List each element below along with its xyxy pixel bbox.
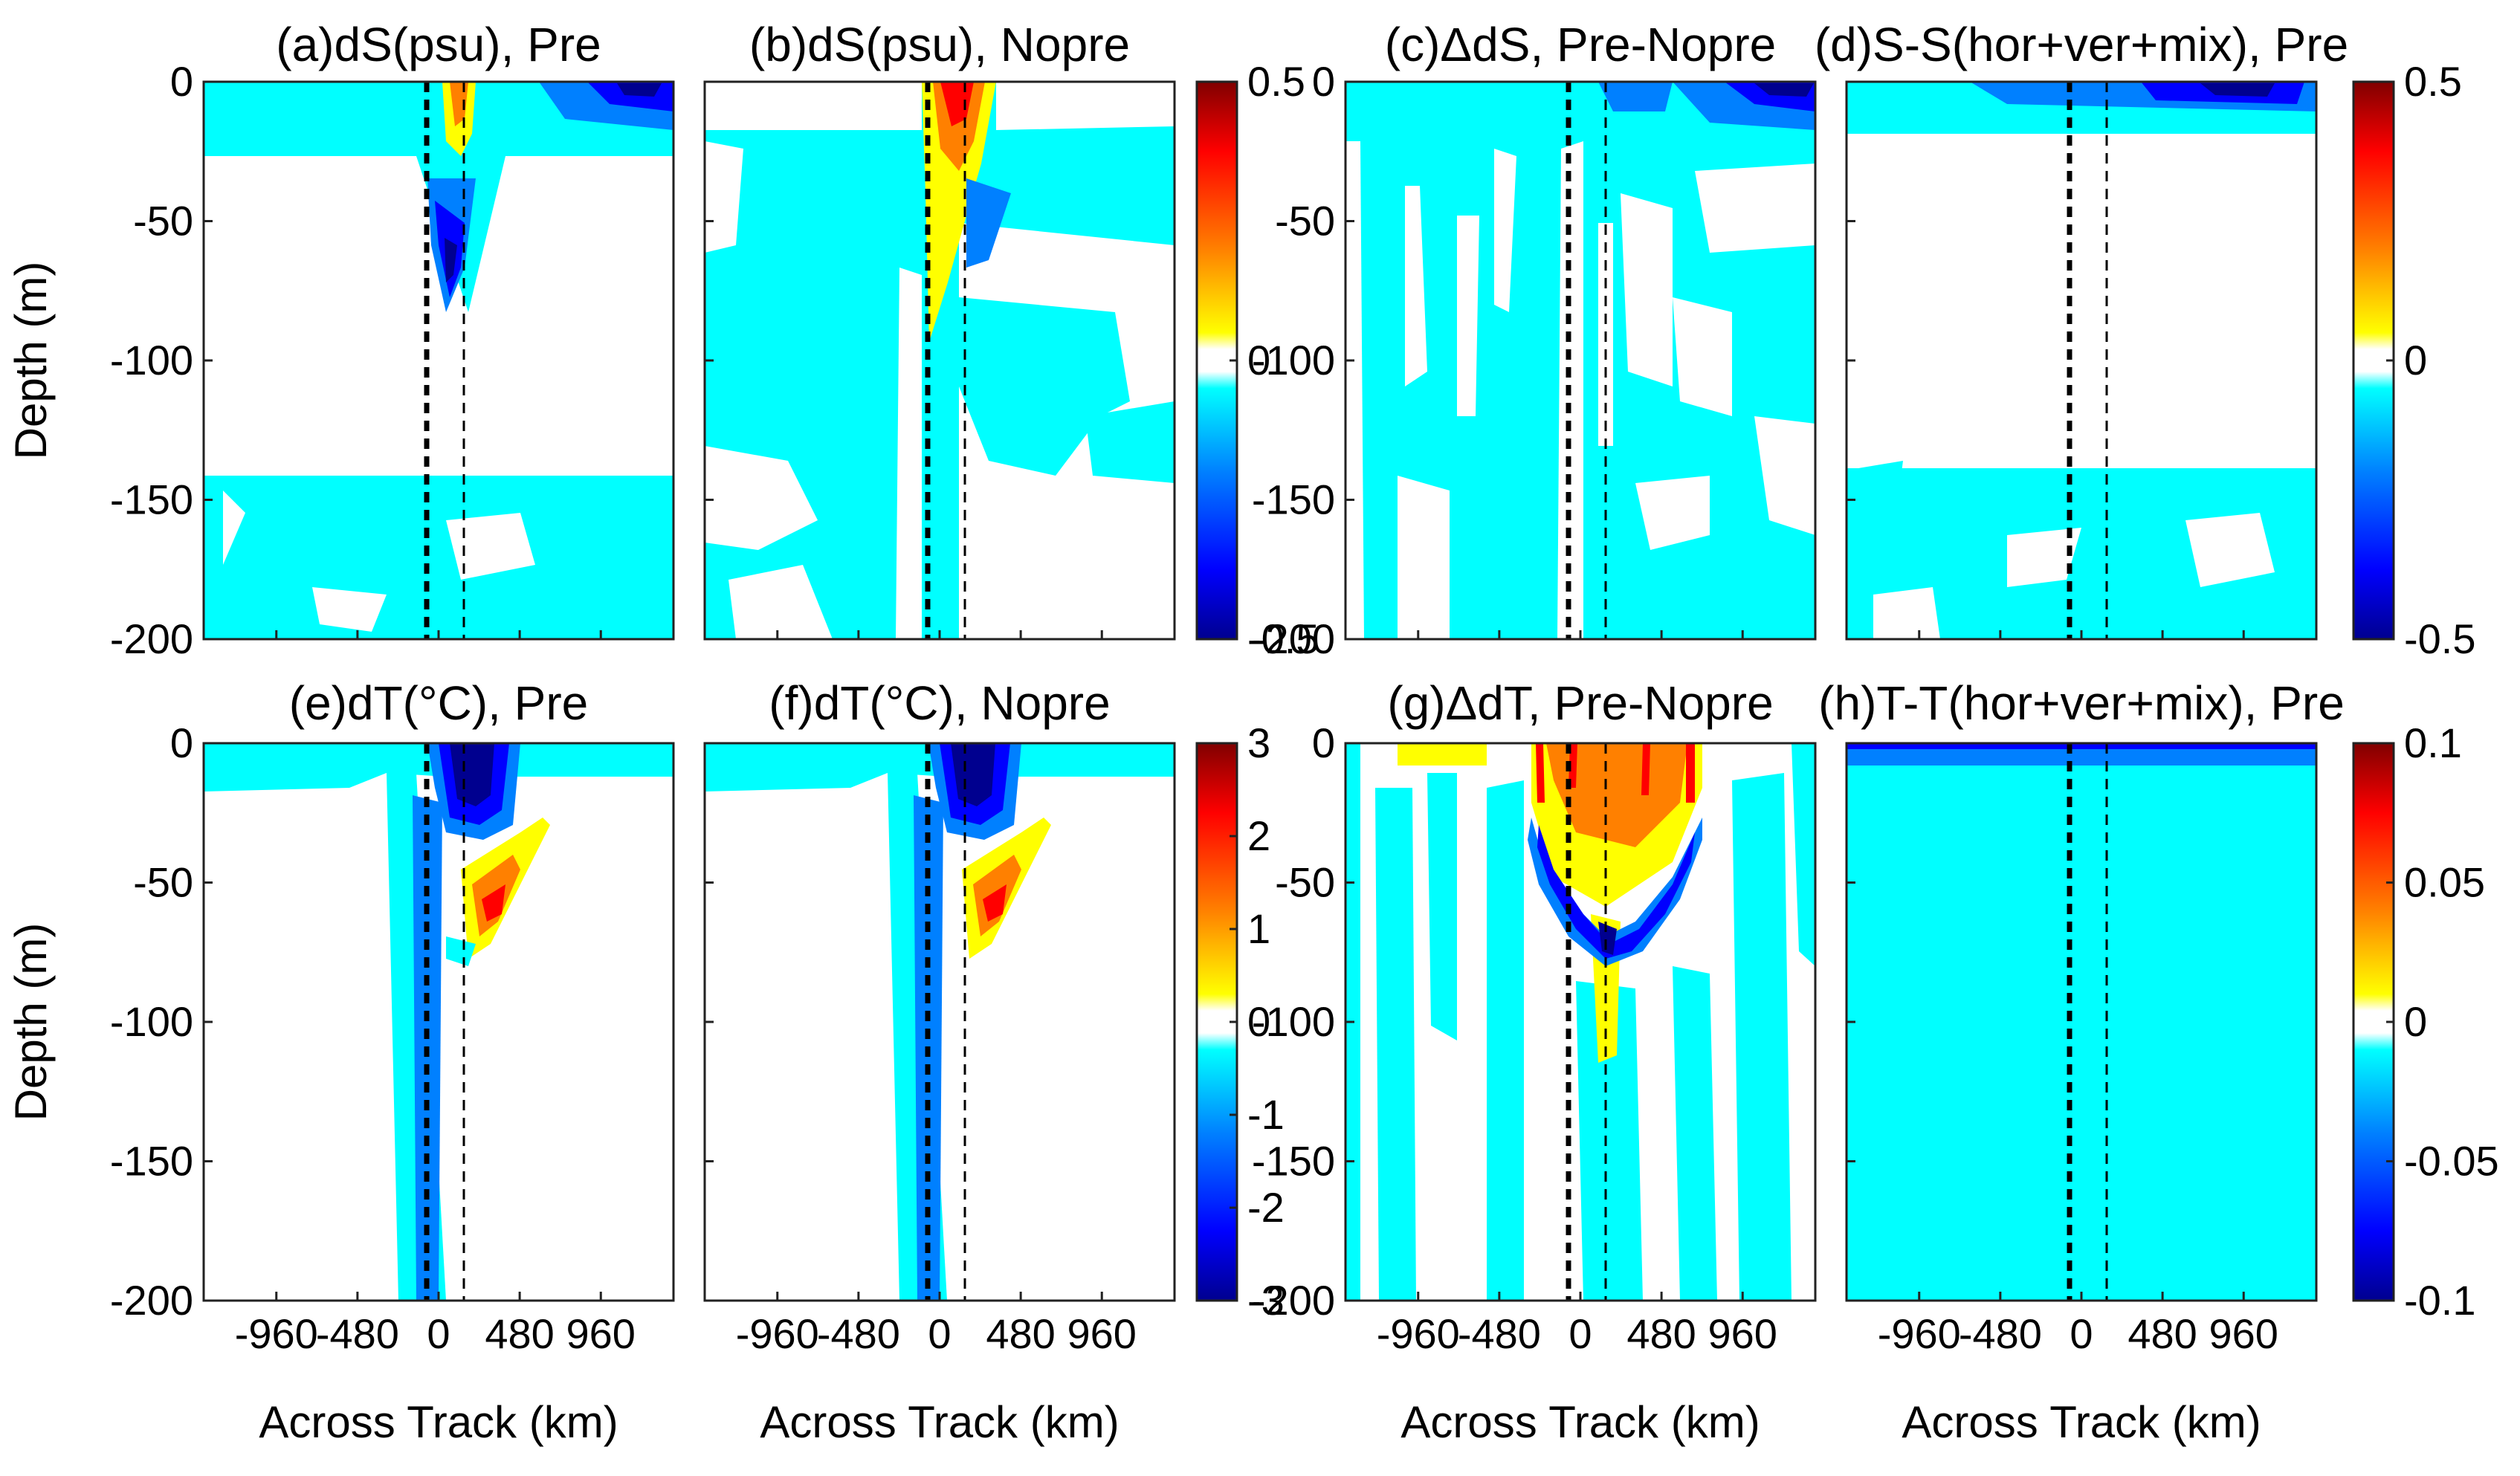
- cb-residual-tick-label-3: -0.05: [2404, 1138, 2499, 1185]
- panel-g-ytick-label-0: 0: [1312, 719, 1335, 766]
- panel-d-field: [1847, 82, 2316, 639]
- panel-c-ytick-label-0: 0: [1312, 58, 1335, 105]
- panel-f-xlabel: Across Track (km): [760, 1397, 1119, 1447]
- panel-f-xtick-label-1: -480: [817, 1310, 900, 1357]
- panel-e-title: (e)dT(°C), Pre: [289, 676, 589, 730]
- panel-e-ylabel: Depth (m): [6, 923, 56, 1121]
- panel-g-ytick-label-2: -100: [1252, 998, 1335, 1045]
- panel-g-ytick-label-3: -150: [1252, 1138, 1335, 1185]
- panel-a: (a)dS(psu), Pre: [202, 18, 675, 641]
- panel-g-ytick-label-1: -50: [1275, 859, 1335, 906]
- panel-f-xtick-label-3: 480: [986, 1310, 1055, 1357]
- panel-h: (h)T-T(hor+ver+mix), Pre: [1818, 676, 2345, 1302]
- cb-salinity-tick-label-2: -0.5: [1247, 615, 1319, 662]
- panel-e-xtick-label-1: -480: [316, 1310, 399, 1357]
- panel-a-ytick-label-4: -200: [110, 615, 193, 662]
- panel-e: (e)dT(°C), Pre: [202, 676, 675, 1302]
- panel-a-ytick-label-1: -50: [133, 198, 193, 245]
- cb-temperature-tick-label-5: -2: [1247, 1184, 1285, 1231]
- panel-a-field: [204, 82, 673, 639]
- cb-residual-tick-label-0: 0.1: [2404, 719, 2462, 766]
- cb-residual-tick-label-4: -0.1: [2404, 1277, 2476, 1324]
- panel-c-ytick-label-3: -150: [1252, 476, 1335, 523]
- panel-d: (d)S-S(hor+ver+mix), Pre: [1815, 18, 2348, 641]
- cb-tendency-tick-label-2: -0.5: [2404, 615, 2476, 662]
- cb-temperature-tick-label-2: 1: [1247, 905, 1270, 952]
- panel-f-xtick-label-0: -960: [736, 1310, 819, 1357]
- panel-g: (g)ΔdT, Pre-Nopre: [1344, 676, 1817, 1302]
- panel-c-ytick-label-1: -50: [1275, 198, 1335, 245]
- panel-e-ytick-label-3: -150: [110, 1138, 193, 1185]
- panel-h-xtick-label-1: -480: [1959, 1310, 2042, 1357]
- panel-c-field: [1345, 82, 1815, 639]
- panel-g-xtick-label-2: 0: [1568, 1310, 1592, 1357]
- cb-temperature-tick-label-3: 0: [1247, 998, 1270, 1045]
- panel-g-ytick-label-4: -200: [1252, 1277, 1335, 1324]
- panel-b-field: [705, 82, 1175, 639]
- cb-temperature-tick-label-4: -1: [1247, 1091, 1285, 1138]
- panel-e-xtick-label-3: 480: [485, 1310, 554, 1357]
- panel-g-xtick-label-1: -480: [1458, 1310, 1541, 1357]
- panel-b-title: (b)dS(psu), Nopre: [749, 18, 1130, 71]
- panel-g-xtick-label-4: 960: [1708, 1310, 1777, 1357]
- panel-g-xtick-label-0: -960: [1377, 1310, 1460, 1357]
- panel-a-ytick-label-2: -100: [110, 337, 193, 383]
- panel-g-field: [1345, 743, 1815, 1301]
- panel-c: (c)ΔdS, Pre-Nopre: [1344, 18, 1817, 641]
- cb-residual-tick-label-1: 0.05: [2404, 859, 2485, 906]
- panel-f-xtick-label-4: 960: [1067, 1310, 1137, 1357]
- panel-e-ytick-label-4: -200: [110, 1277, 193, 1324]
- cb-residual-tick-label-2: 0: [2404, 998, 2427, 1045]
- cb-salinity-tick-label-1: 0: [1247, 337, 1270, 383]
- panel-f-xtick-label-2: 0: [928, 1310, 951, 1357]
- panel-f: (f)dT(°C), Nopre: [703, 676, 1176, 1302]
- panel-a-ylabel: Depth (m): [6, 262, 56, 460]
- panel-c-ytick-label-4: -200: [1252, 615, 1335, 662]
- panel-h-xtick-label-2: 0: [2070, 1310, 2093, 1357]
- panel-a-ytick-label-3: -150: [110, 476, 193, 523]
- cb-temperature-tick-label-1: 2: [1247, 812, 1270, 859]
- panel-e-ytick-label-1: -50: [133, 859, 193, 906]
- panel-h-xtick-label-4: 960: [2209, 1310, 2278, 1357]
- panel-h-xtick-label-3: 480: [2128, 1310, 2197, 1357]
- cb-temperature-tick-label-0: 3: [1247, 719, 1270, 766]
- panel-e-xtick-label-0: -960: [235, 1310, 318, 1357]
- panel-a-ytick-label-0: 0: [170, 58, 193, 105]
- panel-e-xlabel: Across Track (km): [259, 1397, 618, 1447]
- panel-e-field: [204, 743, 673, 1301]
- panel-b: (b)dS(psu), Nopre: [703, 18, 1176, 641]
- panel-d-title: (d)S-S(hor+ver+mix), Pre: [1815, 18, 2348, 71]
- panel-g-xlabel: Across Track (km): [1400, 1397, 1760, 1447]
- panel-f-title: (f)dT(°C), Nopre: [769, 676, 1110, 730]
- panel-e-ytick-label-0: 0: [170, 719, 193, 766]
- panel-f-field: [705, 743, 1175, 1301]
- cb-salinity-tick-label-0: 0.5: [1247, 58, 1305, 105]
- panel-e-xtick-label-2: 0: [427, 1310, 450, 1357]
- panel-h-xlabel: Across Track (km): [1902, 1397, 2261, 1447]
- cb-tendency-tick-label-1: 0: [2404, 337, 2427, 383]
- panel-e-xtick-label-4: 960: [566, 1310, 636, 1357]
- panel-h-xtick-label-0: -960: [1878, 1310, 1961, 1357]
- panel-h-field: [1847, 743, 2316, 1301]
- panel-h-title: (h)T-T(hor+ver+mix), Pre: [1818, 676, 2345, 730]
- panel-c-ytick-label-2: -100: [1252, 337, 1335, 383]
- panel-c-title: (c)ΔdS, Pre-Nopre: [1385, 18, 1776, 71]
- panel-g-title: (g)ΔdT, Pre-Nopre: [1387, 676, 1773, 730]
- cb-temperature-tick-label-6: -3: [1247, 1277, 1285, 1324]
- cb-tendency-tick-label-0: 0.5: [2404, 58, 2462, 105]
- panel-e-ytick-label-2: -100: [110, 998, 193, 1045]
- panel-g-xtick-label-3: 480: [1626, 1310, 1696, 1357]
- panel-a-title: (a)dS(psu), Pre: [276, 18, 601, 71]
